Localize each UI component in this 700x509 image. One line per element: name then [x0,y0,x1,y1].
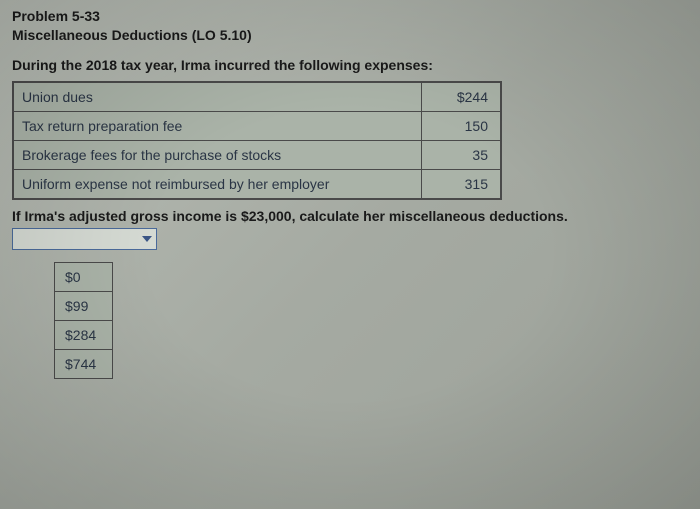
expense-label: Tax return preparation fee [13,112,421,141]
problem-number: Problem 5-33 [12,8,688,24]
option-row[interactable]: $744 [55,350,113,379]
intro-text: During the 2018 tax year, Irma incurred … [12,57,688,73]
option-value[interactable]: $744 [55,350,113,379]
chevron-down-icon [142,236,152,242]
question-text: If Irma's adjusted gross income is $23,0… [12,208,688,224]
expense-label: Uniform expense not reimbursed by her em… [13,170,421,200]
option-row[interactable]: $99 [55,292,113,321]
expense-value: $244 [421,82,501,112]
expense-label: Brokerage fees for the purchase of stock… [13,141,421,170]
problem-title: Miscellaneous Deductions (LO 5.10) [12,27,688,43]
option-row[interactable]: $0 [55,263,113,292]
table-row: Uniform expense not reimbursed by her em… [13,170,501,200]
expense-label: Union dues [13,82,421,112]
answer-dropdown[interactable] [12,228,157,250]
option-row[interactable]: $284 [55,321,113,350]
option-value[interactable]: $99 [55,292,113,321]
table-row: Tax return preparation fee 150 [13,112,501,141]
table-row: Brokerage fees for the purchase of stock… [13,141,501,170]
options-table: $0 $99 $284 $744 [54,262,113,379]
dropdown-input[interactable] [12,228,157,250]
expense-value: 35 [421,141,501,170]
expense-value: 315 [421,170,501,200]
expense-value: 150 [421,112,501,141]
option-value[interactable]: $0 [55,263,113,292]
expense-table: Union dues $244 Tax return preparation f… [12,81,502,200]
option-value[interactable]: $284 [55,321,113,350]
table-row: Union dues $244 [13,82,501,112]
